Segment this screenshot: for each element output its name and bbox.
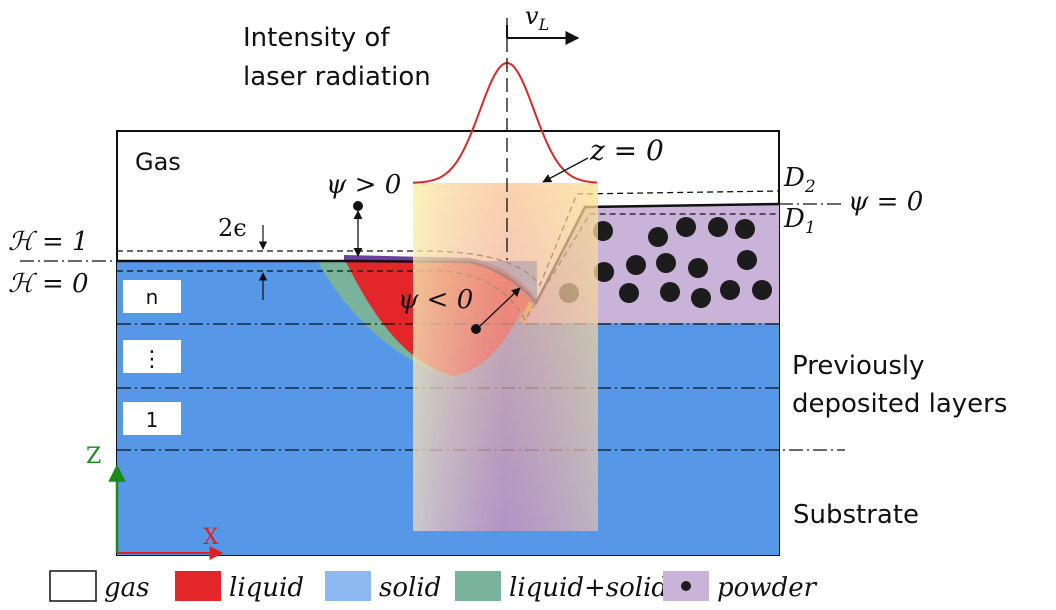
legend-label-1: liquid xyxy=(229,573,304,603)
substrate-label: Substrate xyxy=(793,500,919,530)
x-axis-label: X xyxy=(203,525,219,550)
legend-label-0: gas xyxy=(104,573,150,603)
z-axis-label: Z xyxy=(86,444,101,469)
h-one-label: ℋ = 1 xyxy=(8,227,89,257)
previous-layers-label-2: deposited layers xyxy=(792,389,1007,419)
legend-label-4: powder xyxy=(717,573,818,603)
layer-label-1: 1 xyxy=(123,402,181,435)
psi-negative-label: ψ < 0 xyxy=(398,285,473,315)
gaussian-profile xyxy=(412,61,598,184)
d1-label: D1 xyxy=(783,204,816,238)
legend-swatch-0 xyxy=(49,570,97,602)
svg-text:n: n xyxy=(146,285,159,309)
intensity-title-line1: Intensity of xyxy=(243,23,390,53)
laser-beam-tint xyxy=(413,183,598,531)
svg-text:⋮: ⋮ xyxy=(141,347,163,372)
psi-negative-point xyxy=(471,324,481,334)
legend-dot-icon xyxy=(681,581,691,591)
layer-label-n: n xyxy=(123,280,181,313)
gas-label: Gas xyxy=(135,148,181,176)
psi-positive-label: ψ > 0 xyxy=(326,170,401,200)
psi-positive-point xyxy=(353,201,363,211)
previous-layers-label-1: Previously xyxy=(792,351,925,381)
z-zero-label: z = 0 xyxy=(589,134,664,167)
h-zero-label: ℋ = 0 xyxy=(8,269,89,299)
powder-particles xyxy=(559,217,772,308)
z-zero-pointer xyxy=(542,157,589,183)
two-epsilon-label: 2ϵ xyxy=(218,214,247,242)
svg-text:1: 1 xyxy=(146,408,159,432)
legend-swatch-2 xyxy=(325,571,371,601)
layer-label-dots: ⋮ xyxy=(123,340,181,373)
legend-label-3: liquid+solid xyxy=(509,573,668,603)
legend-swatch-1 xyxy=(175,571,221,601)
velocity-label: vL xyxy=(525,2,549,34)
d2-label: D2 xyxy=(783,163,816,197)
intensity-title-line2: laser radiation xyxy=(243,62,431,92)
psi-zero-label: ψ = 0 xyxy=(848,187,923,217)
psi-negative-arrow xyxy=(479,287,521,327)
legend-swatch-3 xyxy=(455,571,501,601)
legend-label-2: solid xyxy=(379,573,441,603)
legend: gas liquid solid liquid+solid powder xyxy=(49,570,818,603)
